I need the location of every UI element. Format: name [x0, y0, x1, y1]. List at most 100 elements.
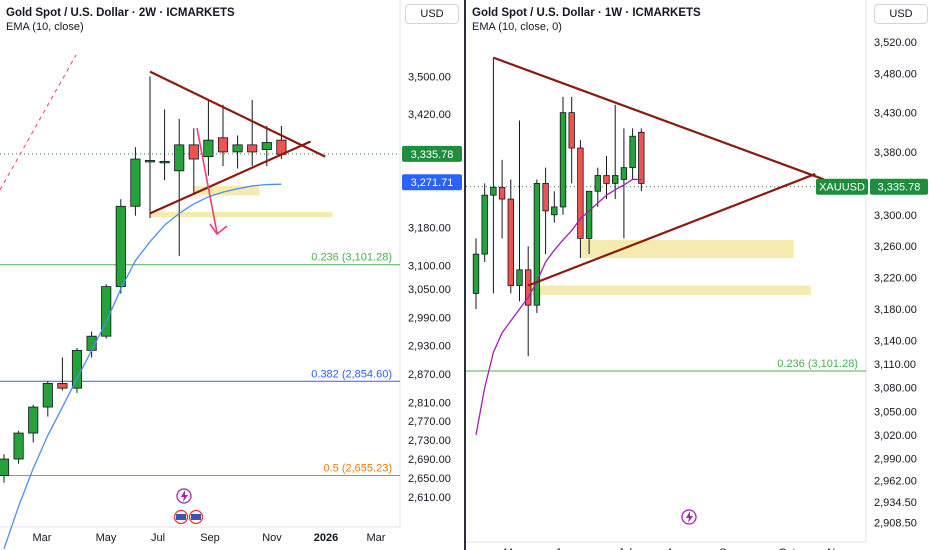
candle-body [188, 144, 199, 160]
x-tick-label: Oct [778, 547, 795, 550]
y-tick-label: 3,480.00 [874, 68, 917, 80]
y-tick-label: 2,934.50 [874, 497, 917, 509]
candle-body [57, 383, 68, 389]
chart-pane-1w[interactable]: 3,520.003,480.003,430.003,380.003,340.00… [466, 0, 932, 550]
candle-body [612, 175, 619, 184]
y-tick-label: 3,140.00 [874, 336, 917, 348]
y-tick-label: 2,730.00 [408, 435, 451, 447]
y-tick-label: 2,690.00 [408, 454, 451, 466]
y-tick-label: 3,180.00 [874, 304, 917, 316]
symbol-label: XAUUSD [819, 182, 865, 194]
candle-body [516, 269, 523, 286]
candle-body [551, 206, 558, 216]
candle-body [629, 135, 636, 169]
y-tick-label: 2,610.00 [408, 492, 451, 504]
candle-body [638, 131, 645, 184]
chart-2w[interactable]: 3,500.00 3,420.00 3,180.00 3,100.00 3,050.00… [0, 0, 466, 550]
x-tick-label: May [96, 532, 117, 544]
y-tick-label: 3,260.00 [874, 241, 917, 253]
candle-body [232, 144, 243, 153]
us-flag-glyph [191, 514, 201, 520]
symbol-badge [816, 178, 868, 195]
last-price-badge [402, 145, 462, 162]
currency-button[interactable]: USD [874, 4, 928, 24]
last-price-badge [870, 178, 928, 195]
candle-body [507, 198, 514, 286]
fib-level-label: 0.236 (3,101.28) [777, 358, 858, 370]
lightning-glyph [181, 490, 188, 502]
indicator-legend[interactable]: EMA (10, close) [6, 21, 84, 33]
y-tick-label: 3,180.00 [408, 223, 451, 235]
y-tick-label: 3,430.00 [874, 108, 917, 120]
y-tick-label: 3,520.00 [874, 37, 917, 49]
x-tick-label: Nov [827, 547, 847, 550]
candle-body [498, 186, 506, 200]
candle-body [533, 182, 541, 306]
candle-body [585, 190, 593, 239]
y-tick-label: 3,050.00 [408, 284, 451, 296]
candle-body [603, 175, 610, 184]
trendline [149, 140, 312, 215]
candle-body [159, 160, 170, 164]
ema-value: 3,271.71 [411, 177, 454, 189]
chart-title: Gold Spot / U.S. Dollar · 1W · ICMARKETS [472, 7, 701, 19]
candle-body [115, 205, 126, 287]
y-tick-label: 2,770.00 [408, 416, 451, 428]
chart-1w[interactable]: 3,520.003,480.003,430.003,380.003,340.00… [466, 0, 932, 550]
candle-body [481, 194, 488, 255]
x-tick-label: Nov [262, 532, 282, 544]
candle-body [0, 458, 10, 476]
candle-body [620, 167, 628, 180]
projection-guide [0, 54, 77, 191]
fib-level-label: 0.5 (2,655.23) [324, 462, 393, 474]
candle-body [217, 137, 229, 153]
trendline [527, 172, 816, 287]
y-tick-label: 3,220.00 [874, 273, 917, 285]
us-flag-glyph [176, 514, 186, 520]
candle-body [42, 383, 53, 408]
x-tick-label: Sep [719, 547, 739, 550]
y-tick-label: 2,908.50 [874, 517, 917, 529]
y-tick-label: 3,380.00 [874, 147, 917, 159]
arrow-head [209, 223, 228, 236]
x-tick-label: Mar [367, 532, 386, 544]
y-tick-label: 3,500.00 [408, 71, 451, 83]
candle-body [261, 142, 272, 150]
currency-button[interactable]: USD [405, 4, 459, 24]
y-tick-label: 2,990.00 [874, 453, 917, 465]
y-tick-label: 2,930.00 [408, 341, 451, 353]
x-tick-label: Mar [33, 532, 52, 544]
y-tick-label: 2,810.00 [408, 397, 451, 409]
candle-body [490, 186, 497, 196]
candle-body [594, 175, 601, 192]
y-tick-label: 3,420.00 [408, 109, 451, 121]
x-tick-label: Sep [200, 532, 220, 544]
last-price-value: 3,335.78 [411, 149, 454, 161]
lightning-glyph [686, 511, 693, 523]
x-tick-label: 2026 [314, 532, 338, 544]
pane-divider[interactable] [464, 0, 466, 550]
y-tick-label: 3,100.00 [408, 260, 451, 272]
y-tick-label: 3,110.00 [874, 359, 916, 371]
trendline [149, 70, 326, 158]
y-tick-label: 2,870.00 [408, 369, 451, 381]
ema-value-badge [402, 174, 462, 191]
support-zone [580, 239, 794, 259]
candle-body [542, 182, 549, 212]
x-tick-label: Jun [555, 547, 573, 550]
chart-pane-2w[interactable]: 3,500.00 3,420.00 3,180.00 3,100.00 3,050.00… [0, 0, 466, 550]
x-tick-label: Jul [151, 532, 165, 544]
candle-body [559, 112, 567, 208]
ema-line [475, 178, 642, 435]
ema-line [3, 183, 282, 550]
y-tick-label: 3,080.00 [874, 383, 917, 395]
candle-body [13, 432, 24, 460]
y-tick-label: 2,962.00 [874, 475, 917, 487]
candle-body [568, 112, 575, 149]
support-zone [528, 285, 811, 295]
y-tick-label: 2,990.00 [408, 312, 451, 324]
candle-body [525, 269, 532, 306]
indicator-legend[interactable]: EMA (10, close, 0) [472, 21, 562, 33]
support-zone [150, 211, 333, 218]
y-tick-label: 3,300.00 [874, 210, 917, 222]
